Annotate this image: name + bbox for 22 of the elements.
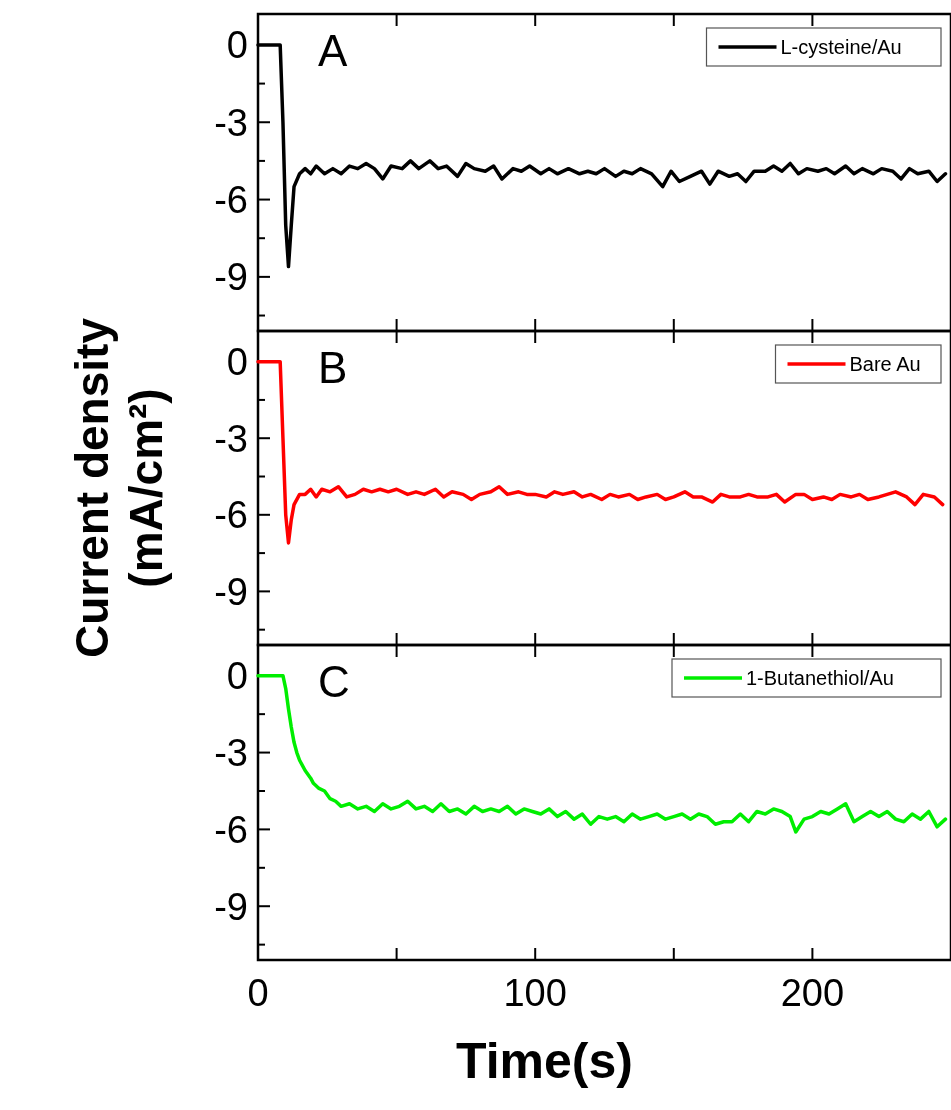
x-axis-title: Time(s) <box>456 1033 633 1089</box>
y-axis-title: Current density (mA/cm²) <box>66 317 172 658</box>
y-tick-label: -6 <box>214 178 248 221</box>
y-tick-label: 0 <box>226 655 248 698</box>
y-tick-label: 0 <box>226 24 248 67</box>
y-tick-label: -9 <box>214 256 248 299</box>
y-tick-label: -9 <box>214 885 248 928</box>
y-tick-label: -6 <box>214 808 248 851</box>
annotation: B <box>318 343 348 392</box>
y-tick-label: -6 <box>214 494 248 537</box>
annotation: C <box>318 657 350 706</box>
legend-label: Bare Au <box>849 353 921 375</box>
x-tick-label: 200 <box>780 972 845 1014</box>
legend-label: 1-Butanethiol/Au <box>746 667 894 689</box>
annotation: A <box>318 26 348 75</box>
y-tick-label: -9 <box>214 570 248 613</box>
y-tick-label: -3 <box>214 101 248 144</box>
y-tick-label: 0 <box>226 340 248 383</box>
legend-label: L-cysteine/Au <box>780 36 902 58</box>
y-tick-label: -3 <box>214 731 248 774</box>
x-tick-label: 100 <box>503 972 567 1014</box>
y-tick-label: -3 <box>214 417 248 460</box>
